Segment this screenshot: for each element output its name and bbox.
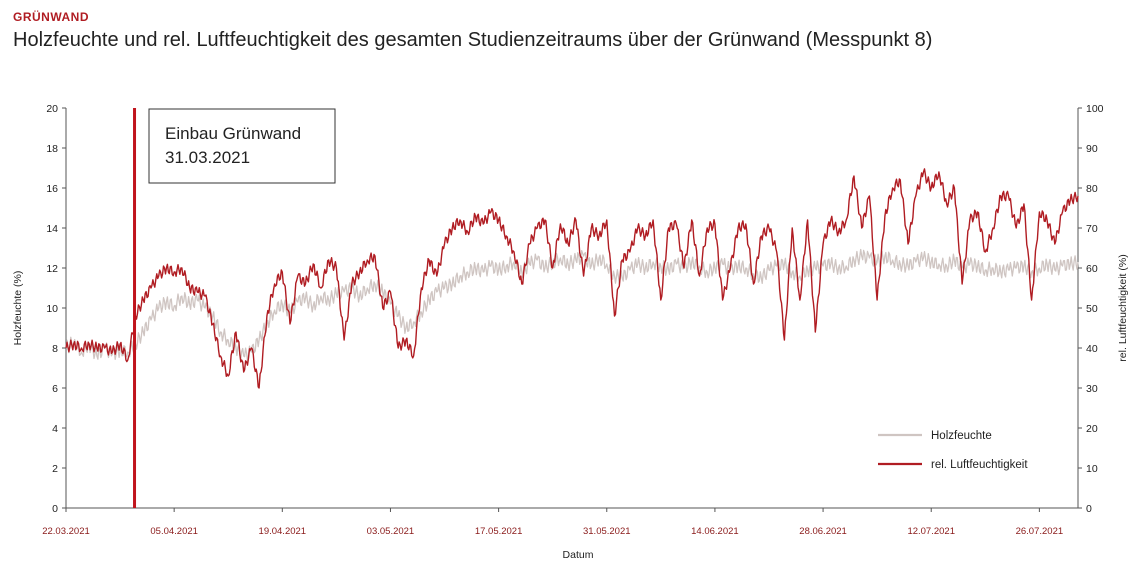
y-left-tick-label: 16	[46, 183, 58, 195]
y-right-tick-label: 20	[1086, 423, 1098, 435]
y-left-tick-label: 4	[52, 423, 58, 435]
annotation-line2: 31.03.2021	[165, 148, 250, 167]
legend: Holzfeuchte rel. Luftfeuchtigkeit	[878, 430, 1028, 471]
y-left-tick-label: 12	[46, 263, 58, 275]
y-axis-left-label: Holzfeuchte (%)	[12, 271, 24, 346]
y-left-tick-label: 10	[46, 303, 58, 315]
y-right-tick-label: 30	[1086, 383, 1098, 395]
y-left-tick-label: 8	[52, 343, 58, 355]
annotation-box	[148, 108, 336, 184]
x-tick-label: 22.03.2021	[42, 526, 90, 537]
x-tick-label: 19.04.2021	[259, 526, 307, 537]
x-axis-label: Datum	[563, 549, 594, 561]
legend-label-luftfeuchtigkeit: rel. Luftfeuchtigkeit	[931, 459, 1028, 471]
series-line-luftfeuchtigkeit	[65, 168, 1079, 389]
y-right-tick-label: 90	[1086, 143, 1098, 155]
y-right-tick-label: 70	[1086, 223, 1098, 235]
y-left-tick-label: 20	[46, 103, 58, 115]
y-left-tick-label: 2	[52, 463, 58, 475]
x-tick-label: 14.06.2021	[691, 526, 739, 537]
annotation-line1: Einbau Grünwand	[165, 124, 301, 143]
annotation-group: Einbau Grünwand 31.03.2021	[133, 108, 336, 508]
y-right-tick-label: 40	[1086, 343, 1098, 355]
x-tick-label: 12.07.2021	[907, 526, 955, 537]
chart-title: Holzfeuchte und rel. Luftfeuchtigkeit de…	[13, 29, 933, 51]
section-kicker: GRÜNWAND	[13, 10, 89, 24]
x-tick-label: 05.04.2021	[150, 526, 198, 537]
x-tick-label: 31.05.2021	[583, 526, 631, 537]
legend-label-holzfeuchte: Holzfeuchte	[931, 430, 992, 442]
y-right-tick-label: 0	[1086, 503, 1092, 515]
x-tick-label: 03.05.2021	[367, 526, 415, 537]
x-tick-label: 17.05.2021	[475, 526, 523, 537]
x-tick-label: 28.06.2021	[799, 526, 847, 537]
y-right-tick-label: 100	[1086, 103, 1104, 115]
y-right-tick-label: 60	[1086, 263, 1098, 275]
series-group	[65, 168, 1079, 389]
y-left-tick-label: 14	[46, 223, 58, 235]
y-right-tick-label: 50	[1086, 303, 1098, 315]
y-right-tick-label: 80	[1086, 183, 1098, 195]
y-left-tick-label: 18	[46, 143, 58, 155]
y-axis-right-label: rel. Luftfeuchtigkeit (%)	[1117, 254, 1129, 361]
y-left-tick-label: 0	[52, 503, 58, 515]
y-left-tick-label: 6	[52, 383, 58, 395]
y-right-tick-label: 10	[1086, 463, 1098, 475]
x-tick-label: 26.07.2021	[1016, 526, 1064, 537]
axes: 0 2 4 6 8 10 12 14 16 18 20 0 10 20 30 40 50 60 70 80 90 100 2…	[12, 103, 1129, 561]
